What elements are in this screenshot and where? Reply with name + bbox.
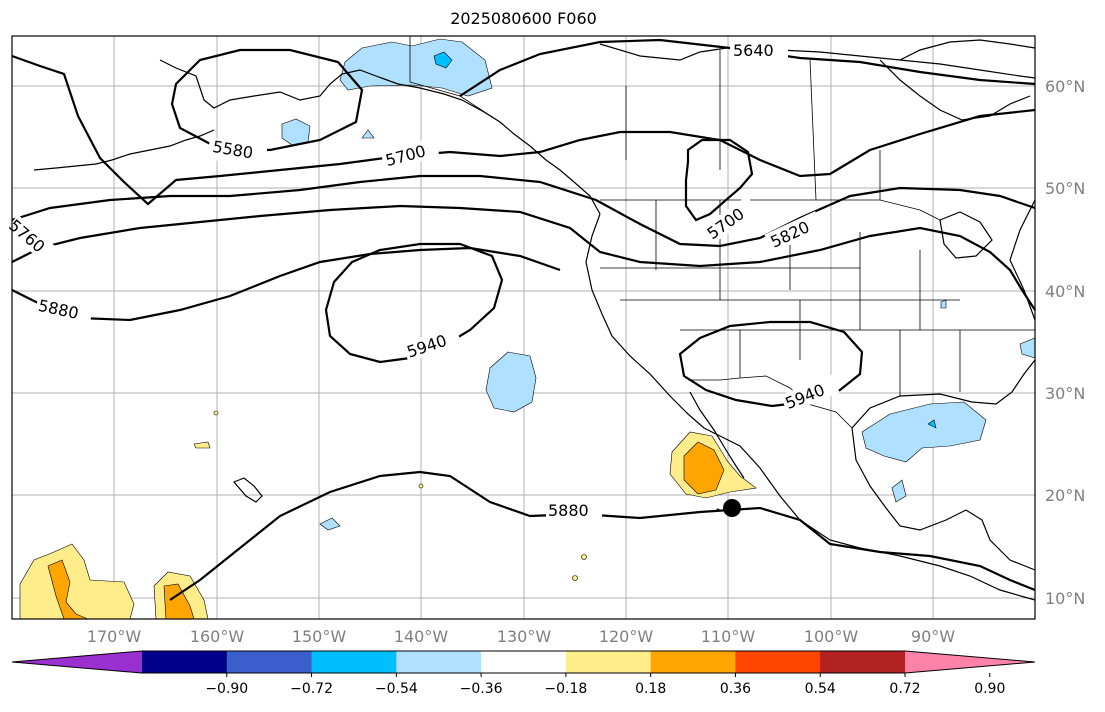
colorbar-tick-label: −0.72 [290, 681, 333, 697]
contour-5820 [11, 204, 1036, 311]
blue-patch-small-2 [319, 517, 341, 531]
states-grid [600, 200, 1035, 396]
colorbar-segment [311, 651, 397, 673]
borders [409, 36, 1035, 429]
cyan-patch-alaska [433, 51, 453, 69]
aleutian-chain [33, 129, 215, 171]
contour-5700-low [684, 138, 754, 222]
graticule [12, 36, 1035, 619]
colorbar-tick-label: 0.72 [889, 681, 920, 697]
lon-label-160w: 160°W [190, 627, 245, 646]
blue-patch-pacific [485, 351, 537, 413]
colorbar-segment [481, 651, 567, 673]
hawaii [232, 477, 263, 503]
contour-5760 [11, 174, 1036, 248]
yellow-dot-1 [193, 441, 211, 449]
colorbar-outline [11, 650, 1036, 674]
colorbar-tick-label: 0.54 [805, 681, 836, 697]
baja [689, 391, 745, 479]
yellow-dot-2 [213, 410, 219, 416]
colorbar-extend-high [905, 651, 1035, 673]
colorbar-tick-label: 0.36 [720, 681, 751, 697]
lon-label-170w: 170°W [87, 627, 142, 646]
alaska-coast [159, 59, 601, 215]
alaska-canada-border [409, 36, 501, 123]
colorbar-segment [396, 651, 482, 673]
lon-label-130w: 130°W [497, 627, 552, 646]
mexico-west [703, 427, 1036, 601]
lat-label-50: 50°N [1045, 179, 1085, 198]
us-mexico-border [688, 375, 853, 429]
blue-patch-small-1 [361, 129, 375, 139]
cyan-patch-gulf [927, 419, 937, 429]
map-title: 2025080600 F060 [450, 9, 597, 28]
lon-label-90w: 90°W [911, 627, 955, 646]
colorbar-tick-label: −0.18 [544, 681, 587, 697]
west-coast-us [585, 213, 705, 429]
yellow-dot-4 [581, 554, 587, 560]
colorbar-extend-low [12, 651, 142, 673]
north-coast [599, 43, 1036, 79]
lon-label-150w: 150°W [292, 627, 347, 646]
lat-label-10: 10°N [1045, 589, 1085, 608]
lat-label-30: 30°N [1045, 384, 1085, 403]
orange-patch-sw-2 [163, 583, 195, 620]
colorbar-segment [820, 651, 906, 673]
colorbar-segment [226, 651, 313, 673]
blue-patch-alaska [339, 38, 493, 97]
labrador [899, 39, 1036, 61]
colorbar-tick-label: −0.90 [205, 681, 248, 697]
orange-patch-sw-1 [47, 559, 89, 620]
gulf-coast [851, 359, 1036, 571]
storm-position-marker [723, 499, 741, 517]
latitude-labels: 60°N 50°N 40°N 30°N 20°N 10°N [1045, 77, 1085, 608]
colorbar-segment [735, 651, 821, 673]
shaded-field [19, 38, 1036, 620]
hudson-bay [879, 59, 1031, 121]
colorbar-tick-label: 0.90 [974, 681, 1005, 697]
lon-label-120w: 120°W [599, 627, 654, 646]
colorbar-tick-label: −0.54 [375, 681, 418, 697]
map-frame [11, 35, 1036, 620]
coastlines [33, 39, 1036, 601]
contour-5940-west [324, 242, 504, 364]
contour-5580-loop [170, 48, 364, 152]
colorbar-segment [650, 651, 736, 673]
yellow-dot-3 [418, 483, 424, 489]
storm-small-dot [716, 508, 720, 512]
colorbar-segment [142, 651, 228, 673]
contour-label-5880-south: 5880 [548, 501, 589, 520]
colorbar-tick-label: 0.18 [635, 681, 666, 697]
lat-label-20: 20°N [1045, 486, 1085, 505]
blue-patch-yucatan [891, 479, 907, 503]
blue-patch-gulf [861, 401, 987, 463]
contour-5940-east [678, 320, 864, 408]
contour-label-5640: 5640 [733, 41, 774, 60]
longitude-labels: 170°W 160°W 150°W 140°W 130°W 120°W 110°… [87, 627, 955, 646]
colorbar-segment [565, 651, 652, 673]
colorbar: −0.90 −0.72 −0.54 −0.36 −0.18 0.18 0.36 0.54 0.7… [11, 650, 1036, 697]
colorbar-tick-label: −0.36 [460, 681, 503, 697]
contour-5640 [11, 54, 1036, 206]
orange-patch-mexico [683, 441, 725, 495]
lon-label-110w: 110°W [701, 627, 756, 646]
lon-label-100w: 100°W [804, 627, 859, 646]
lat-label-60: 60°N [1045, 77, 1085, 96]
us-canada-border [600, 199, 941, 221]
canada-provinces [625, 50, 881, 201]
lat-label-40: 40°N [1045, 282, 1085, 301]
yellow-dot-5 [572, 575, 578, 581]
lon-label-140w: 140°W [394, 627, 449, 646]
blue-patch-illinois [940, 299, 947, 309]
